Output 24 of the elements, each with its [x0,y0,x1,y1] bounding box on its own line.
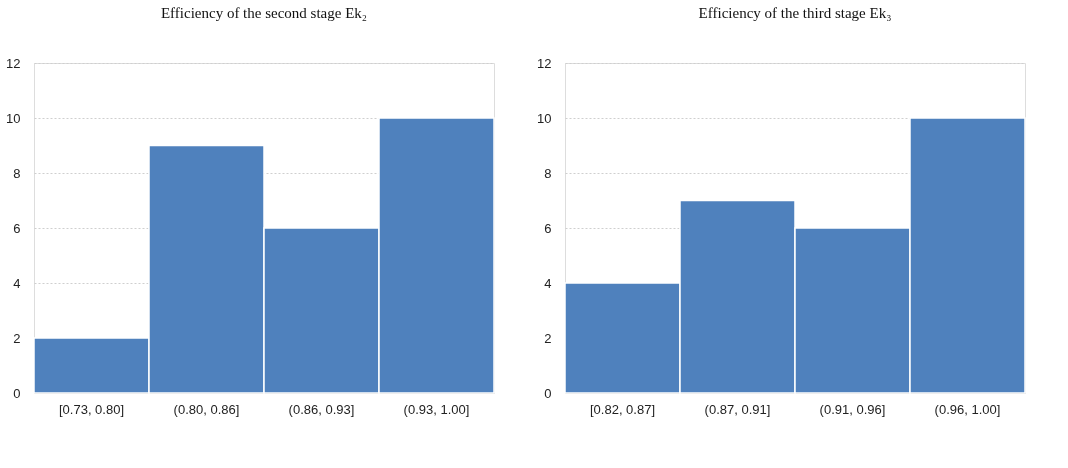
y-tick-label: 0 [544,385,552,401]
x-tick-label: (0.80, 0.86] [173,401,240,417]
y-tick-label: 8 [544,165,552,181]
x-tick-label: (0.96, 1.00] [934,401,1001,417]
y-tick-label: 2 [544,330,552,346]
x-tick-label: (0.86, 0.93] [288,401,355,417]
y-tick-label: 6 [544,220,552,236]
y-tick-label: 0 [13,385,21,401]
y-tick-label: 4 [544,275,552,291]
y-tick-label: 8 [13,165,21,181]
x-tick-label: (0.87, 0.91] [704,401,771,417]
y-tick-label: 12 [537,55,552,71]
y-tick-label: 12 [6,55,21,71]
chart-title: Efficiency of the second stage Ek₂ [160,5,368,21]
x-tick-label: (0.93, 1.00] [403,401,470,417]
y-tick-label: 4 [13,275,21,291]
y-tick-label: 6 [13,220,21,236]
y-tick-label: 10 [537,110,552,126]
x-tick-label: (0.91, 0.96] [819,401,886,417]
x-tick-label: [0.82, 0.87] [589,401,656,417]
y-tick-label: 10 [6,110,21,126]
chart-title: Efficiency of the third stage Ek₃ [698,5,892,21]
y-tick-label: 2 [13,330,21,346]
x-tick-label: [0.73, 0.80] [58,401,125,417]
